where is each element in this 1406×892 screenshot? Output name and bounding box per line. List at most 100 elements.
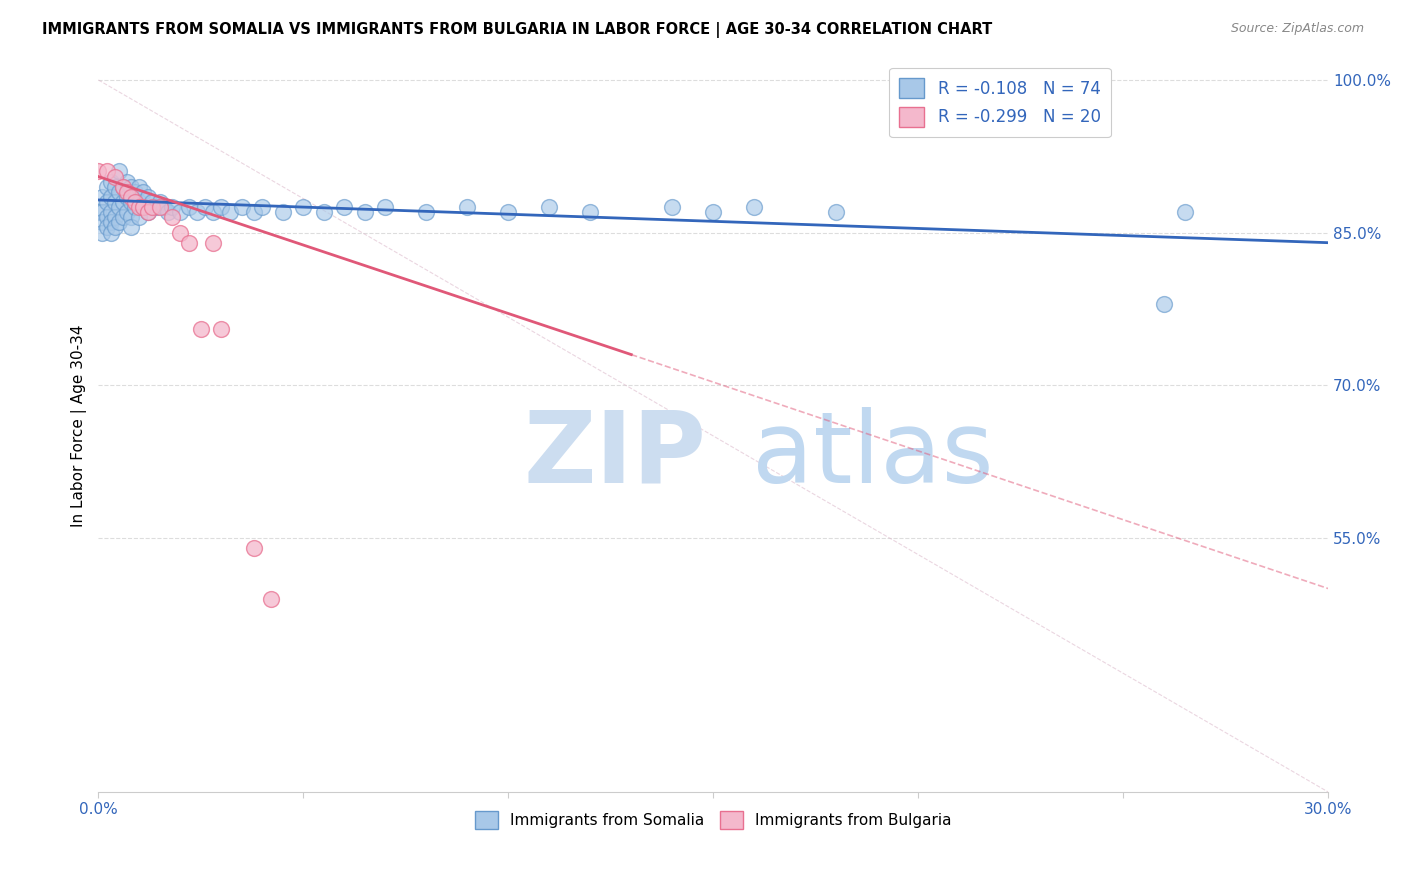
- Point: [169, 205, 191, 219]
- Point: [111, 179, 134, 194]
- Point: [124, 194, 146, 209]
- Point: [157, 205, 180, 219]
- Point: [742, 200, 765, 214]
- Point: [120, 190, 142, 204]
- Point: [243, 205, 266, 219]
- Point: [202, 235, 225, 250]
- Point: [96, 164, 118, 178]
- Point: [202, 205, 225, 219]
- Point: [104, 179, 127, 194]
- Point: [115, 205, 138, 219]
- Point: [243, 541, 266, 555]
- Point: [661, 200, 683, 214]
- Point: [128, 200, 150, 214]
- Point: [218, 205, 240, 219]
- Point: [132, 200, 155, 214]
- Point: [186, 205, 208, 219]
- Legend: Immigrants from Somalia, Immigrants from Bulgaria: Immigrants from Somalia, Immigrants from…: [470, 805, 957, 836]
- Point: [115, 175, 138, 189]
- Point: [120, 179, 142, 194]
- Point: [100, 226, 122, 240]
- Point: [149, 194, 172, 209]
- Point: [111, 194, 134, 209]
- Point: [128, 179, 150, 194]
- Point: [128, 211, 150, 225]
- Point: [190, 322, 212, 336]
- Point: [209, 200, 232, 214]
- Point: [579, 205, 602, 219]
- Point: [115, 190, 138, 204]
- Point: [415, 205, 437, 219]
- Point: [104, 194, 127, 209]
- Point: [91, 226, 114, 240]
- Point: [108, 164, 131, 178]
- Point: [111, 211, 134, 225]
- Point: [456, 200, 478, 214]
- Y-axis label: In Labor Force | Age 30-34: In Labor Force | Age 30-34: [72, 325, 87, 527]
- Point: [141, 200, 163, 214]
- Point: [91, 190, 114, 204]
- Point: [104, 220, 127, 235]
- Point: [120, 194, 142, 209]
- Point: [87, 205, 110, 219]
- Point: [87, 164, 110, 178]
- Point: [96, 179, 118, 194]
- Point: [91, 205, 114, 219]
- Point: [91, 215, 114, 229]
- Text: ZIP: ZIP: [523, 407, 706, 504]
- Point: [108, 185, 131, 199]
- Point: [333, 200, 356, 214]
- Point: [498, 205, 520, 219]
- Point: [120, 220, 142, 235]
- Text: atlas: atlas: [752, 407, 994, 504]
- Point: [194, 200, 217, 214]
- Point: [100, 205, 122, 219]
- Point: [252, 200, 274, 214]
- Point: [108, 215, 131, 229]
- Point: [538, 200, 561, 214]
- Point: [169, 226, 191, 240]
- Point: [374, 200, 396, 214]
- Point: [128, 194, 150, 209]
- Point: [111, 179, 134, 194]
- Point: [120, 211, 142, 225]
- Text: IMMIGRANTS FROM SOMALIA VS IMMIGRANTS FROM BULGARIA IN LABOR FORCE | AGE 30-34 C: IMMIGRANTS FROM SOMALIA VS IMMIGRANTS FR…: [42, 22, 993, 38]
- Point: [96, 211, 118, 225]
- Point: [177, 200, 200, 214]
- Point: [108, 200, 131, 214]
- Point: [177, 235, 200, 250]
- Text: Source: ZipAtlas.com: Source: ZipAtlas.com: [1230, 22, 1364, 36]
- Point: [153, 200, 176, 214]
- Point: [100, 215, 122, 229]
- Point: [353, 205, 375, 219]
- Point: [702, 205, 724, 219]
- Point: [292, 200, 315, 214]
- Point: [160, 200, 183, 214]
- Point: [259, 591, 281, 606]
- Point: [145, 200, 167, 214]
- Point: [104, 169, 127, 184]
- Point: [271, 205, 294, 219]
- Point: [96, 220, 118, 235]
- Point: [136, 205, 159, 219]
- Point: [312, 205, 335, 219]
- Point: [124, 185, 146, 199]
- Point: [115, 185, 138, 199]
- Point: [1153, 296, 1175, 310]
- Point: [141, 194, 163, 209]
- Point: [136, 205, 159, 219]
- Point: [100, 175, 122, 189]
- Point: [136, 190, 159, 204]
- Point: [96, 194, 118, 209]
- Point: [100, 190, 122, 204]
- Point: [231, 200, 253, 214]
- Point: [1174, 205, 1197, 219]
- Point: [825, 205, 848, 219]
- Point: [124, 200, 146, 214]
- Point: [149, 200, 172, 214]
- Point: [160, 211, 183, 225]
- Point: [132, 200, 155, 214]
- Point: [209, 322, 232, 336]
- Point: [104, 211, 127, 225]
- Point: [132, 185, 155, 199]
